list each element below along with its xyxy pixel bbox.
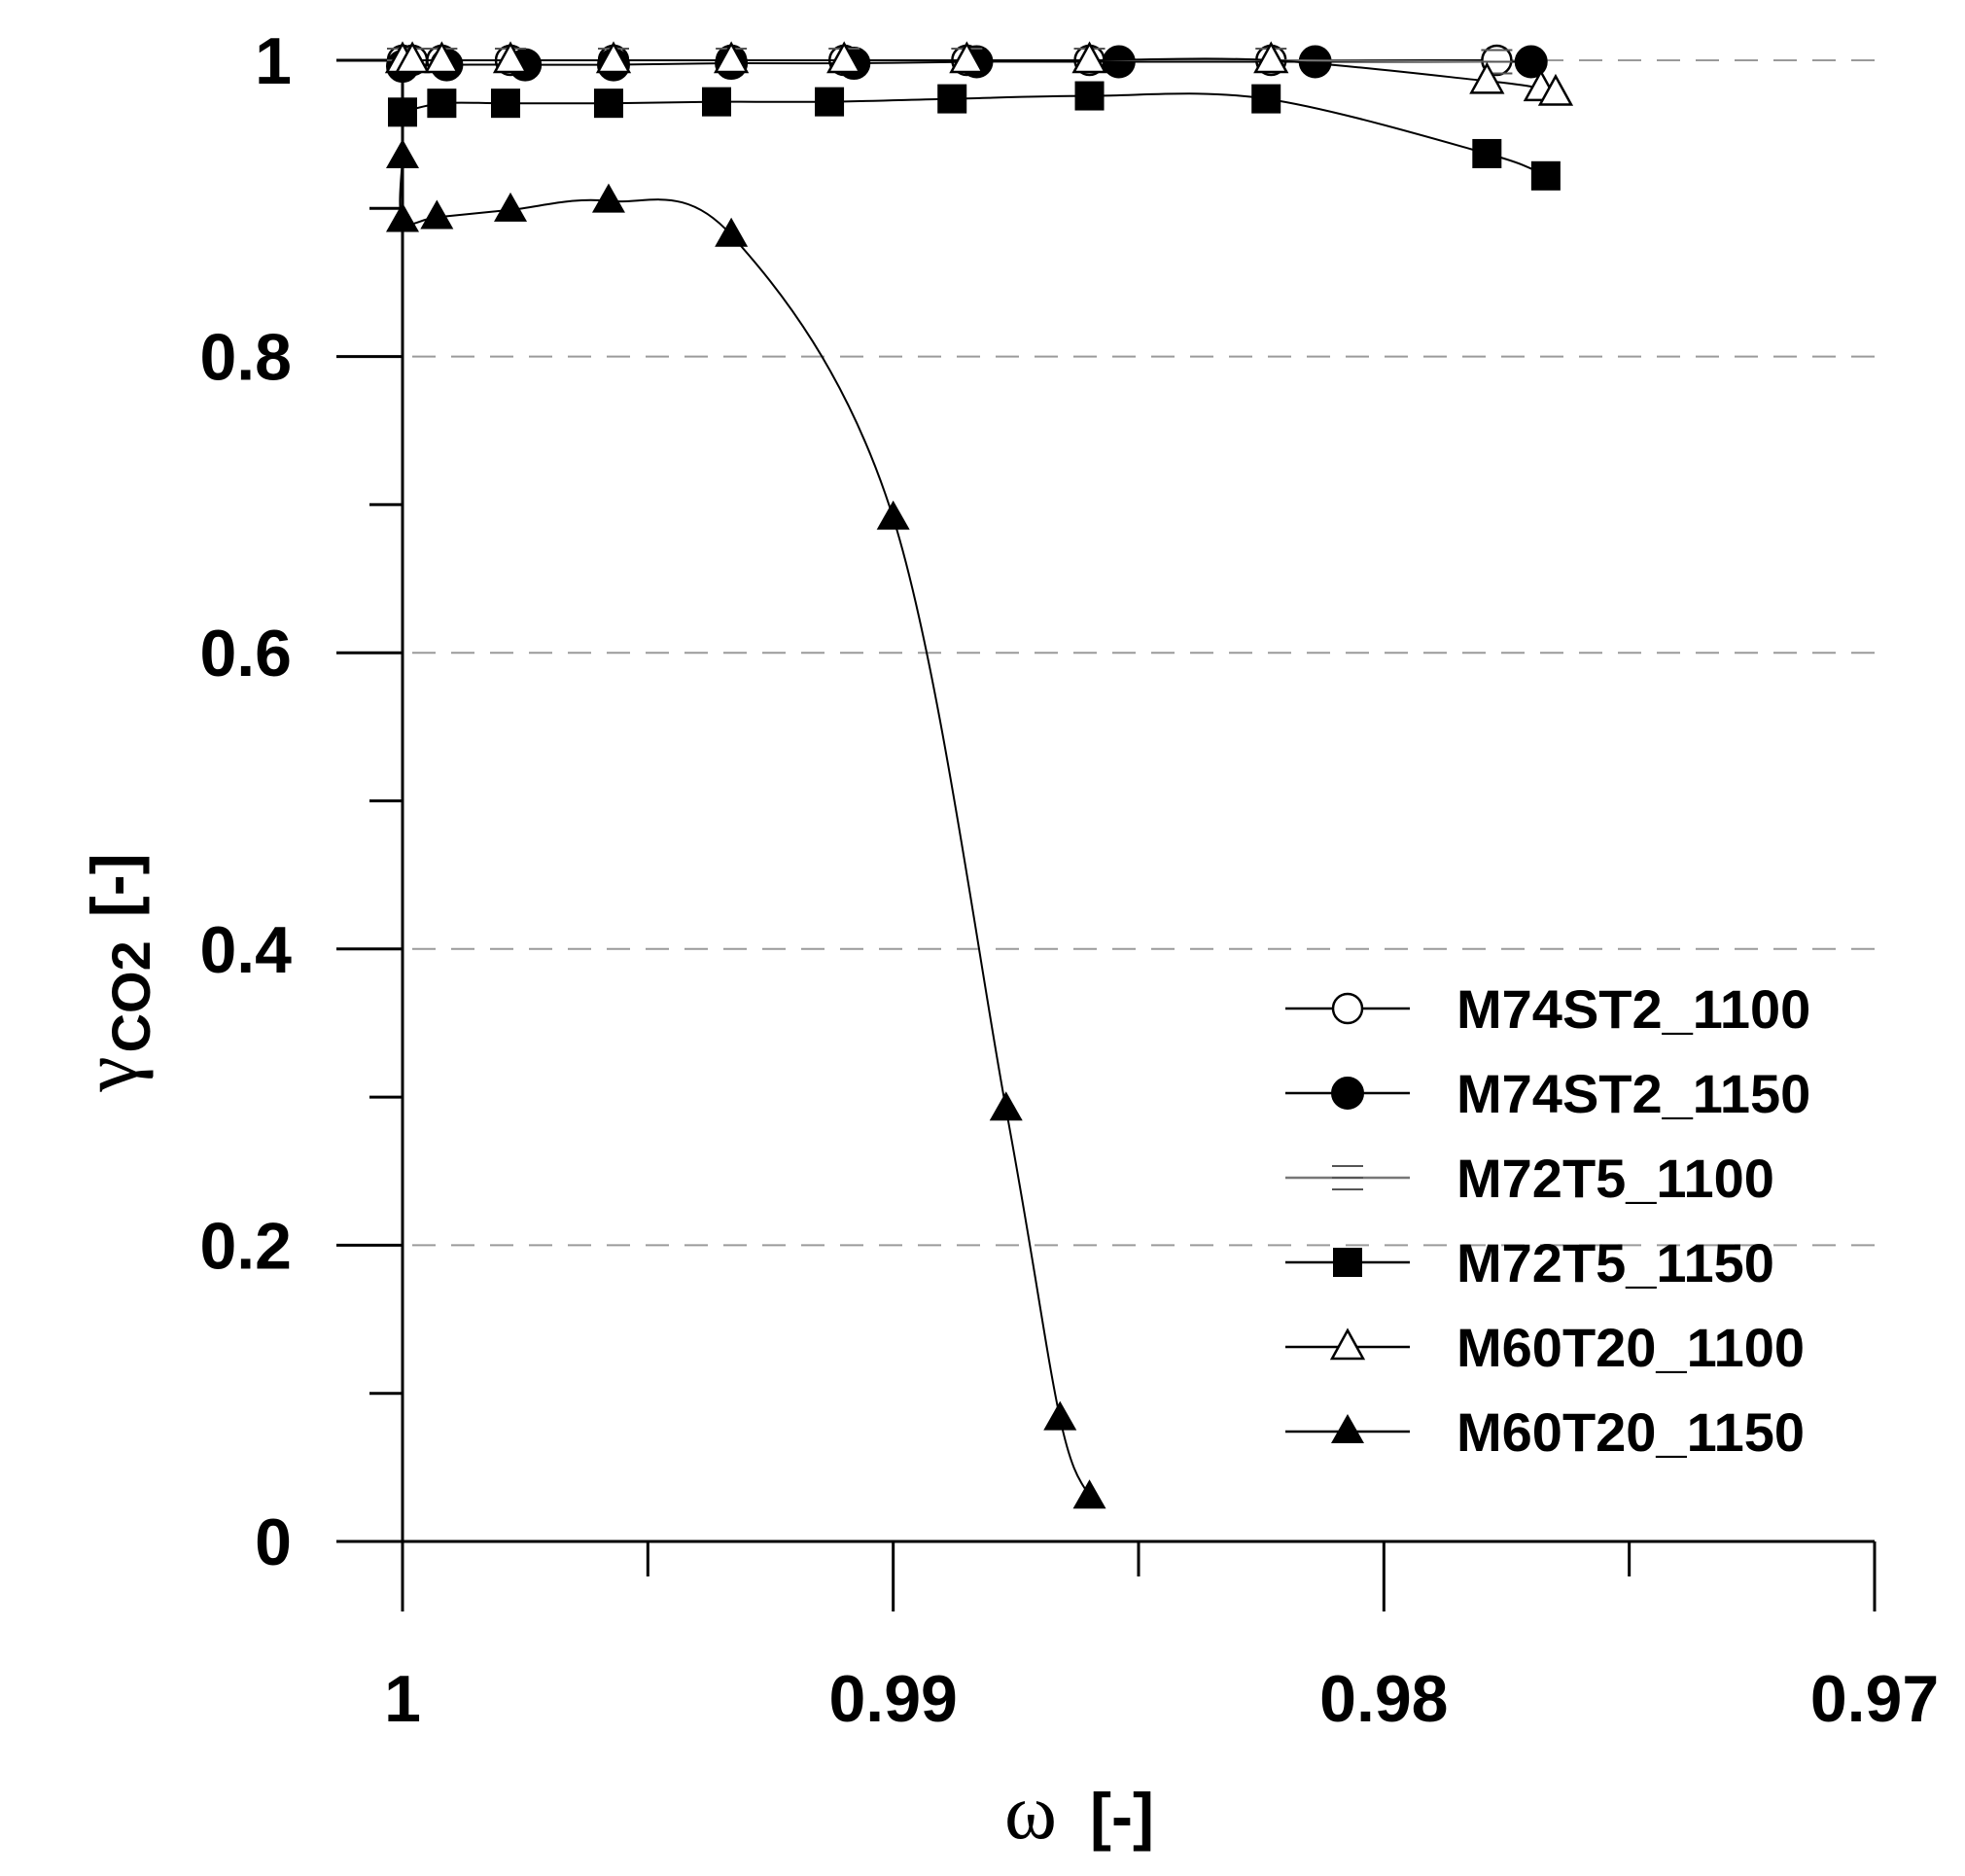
y-axis-title-symbol: γ bbox=[65, 1056, 154, 1092]
data-point bbox=[989, 1091, 1023, 1121]
x-tick-label: 0.99 bbox=[828, 1662, 957, 1736]
y-tick-label: 0.2 bbox=[199, 1209, 292, 1283]
y-tick-label: 0.6 bbox=[199, 617, 292, 690]
data-point bbox=[492, 41, 529, 74]
data-point bbox=[1530, 160, 1561, 191]
legend-label: M74ST2_1100 bbox=[1456, 978, 1810, 1040]
data-point bbox=[826, 41, 862, 74]
data-point bbox=[1537, 73, 1574, 106]
data-point bbox=[949, 41, 985, 74]
data-point bbox=[876, 500, 910, 530]
data-point bbox=[937, 84, 967, 114]
series-m60t20-1150 bbox=[386, 138, 1106, 1509]
x-axis-title: ω [-] bbox=[1004, 1767, 1154, 1856]
svg-text:ω [-]: ω [-] bbox=[1004, 1767, 1154, 1856]
data-point bbox=[1071, 41, 1107, 74]
series-line bbox=[402, 92, 1547, 177]
legend-marker bbox=[1331, 1077, 1364, 1110]
ticks: 0 0.2 0.4 0.6 0.8 1 1 0.99 0.98 0.97 bbox=[199, 24, 1939, 1736]
data-point bbox=[420, 199, 454, 230]
data-point bbox=[386, 138, 419, 168]
x-tick-label: 1 bbox=[384, 1662, 421, 1736]
legend-label: M72T5_1100 bbox=[1456, 1148, 1774, 1209]
grid-lines bbox=[412, 59, 1875, 1247]
y-axis-title: γ CO2 [-] bbox=[65, 853, 161, 1092]
legend-label: M60T20_1150 bbox=[1456, 1401, 1805, 1463]
legend-marker bbox=[1331, 1414, 1364, 1443]
legend-marker bbox=[1332, 1165, 1363, 1190]
y-axis-title-unit: [-] bbox=[78, 853, 150, 917]
legend-label: M72T5_1150 bbox=[1456, 1232, 1774, 1293]
legend-marker bbox=[1329, 1327, 1366, 1361]
data-point bbox=[1072, 1479, 1106, 1509]
series-m72t5-1150 bbox=[388, 81, 1561, 191]
series-line bbox=[399, 156, 1091, 1498]
y-tick-label: 1 bbox=[255, 24, 292, 98]
data-point bbox=[386, 202, 419, 232]
data-point bbox=[394, 41, 431, 74]
series bbox=[384, 41, 1574, 1509]
data-point bbox=[595, 41, 632, 74]
x-tick-label: 0.97 bbox=[1810, 1662, 1939, 1736]
data-point bbox=[714, 41, 750, 74]
data-point bbox=[815, 87, 845, 117]
legend-marker bbox=[1331, 992, 1364, 1025]
x-axis-title-unit: [-] bbox=[1090, 1780, 1154, 1852]
legend: M74ST2_1100 M74ST2_1150 M72T5_1100 M72T5_11… bbox=[1285, 978, 1810, 1463]
y-tick-label: 0.8 bbox=[199, 321, 292, 395]
legend-item: M72T5_1100 bbox=[1285, 1148, 1774, 1209]
data-point bbox=[427, 88, 457, 119]
data-point bbox=[1251, 84, 1281, 114]
y-tick-label: 0.4 bbox=[199, 913, 292, 987]
data-point bbox=[388, 97, 417, 127]
series-line bbox=[403, 57, 1557, 94]
data-point bbox=[1472, 138, 1502, 168]
legend-marker bbox=[1333, 1248, 1362, 1277]
legend-item: M60T20_1150 bbox=[1285, 1401, 1805, 1463]
x-axis-title-symbol: ω bbox=[1004, 1767, 1057, 1856]
data-point bbox=[494, 192, 528, 222]
y-tick-label: 0 bbox=[255, 1505, 292, 1579]
data-point bbox=[591, 183, 625, 213]
data-point bbox=[1514, 45, 1548, 79]
x-tick-label: 0.98 bbox=[1319, 1662, 1448, 1736]
svg-text:γ CO2 [-]: γ CO2 [-] bbox=[65, 853, 161, 1092]
legend-label: M60T20_1100 bbox=[1456, 1317, 1805, 1378]
legend-label: M74ST2_1150 bbox=[1456, 1063, 1810, 1124]
data-point bbox=[1469, 61, 1505, 94]
y-axis-title-subscript: CO2 bbox=[100, 940, 161, 1052]
data-point bbox=[715, 217, 749, 247]
data-point bbox=[490, 88, 520, 119]
data-point bbox=[1102, 45, 1136, 79]
legend-item: M72T5_1150 bbox=[1285, 1232, 1774, 1293]
data-point bbox=[424, 41, 460, 74]
data-point bbox=[1074, 81, 1105, 111]
data-point bbox=[593, 88, 623, 119]
series-m60t20-1100 bbox=[384, 41, 1574, 106]
data-point bbox=[701, 87, 731, 117]
legend-item: M74ST2_1150 bbox=[1285, 1063, 1810, 1124]
legend-item: M74ST2_1100 bbox=[1285, 978, 1810, 1040]
legend-item: M60T20_1100 bbox=[1285, 1317, 1805, 1378]
data-point bbox=[1253, 41, 1289, 74]
data-point bbox=[1043, 1400, 1077, 1431]
